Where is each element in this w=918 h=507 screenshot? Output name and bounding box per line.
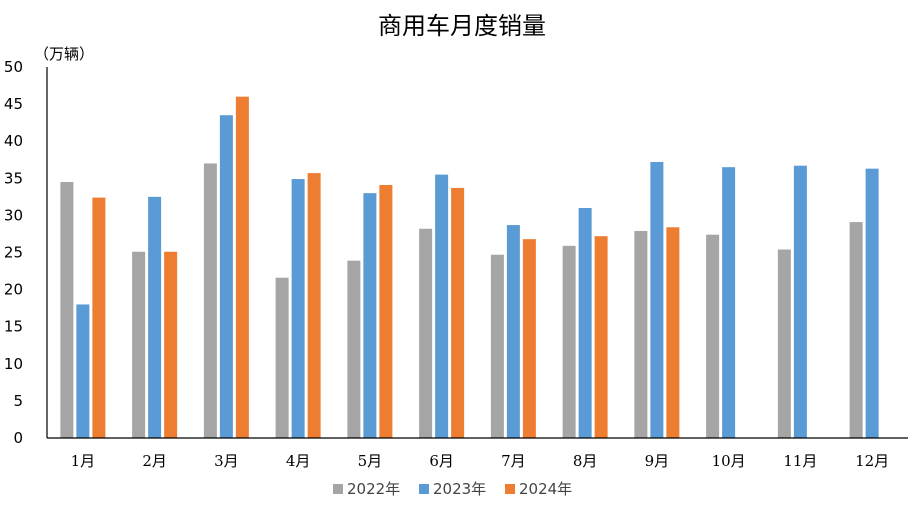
bar-2024年-2月 bbox=[164, 251, 178, 438]
bar-2023年-8月 bbox=[578, 207, 592, 438]
bar-2022年-10月 bbox=[706, 234, 720, 438]
y-axis-unit-label: （万辆） bbox=[34, 45, 94, 63]
legend: 2022年 2023年 2024年 bbox=[333, 480, 572, 498]
bar-2024年-7月 bbox=[522, 239, 536, 438]
y-tick-label: 35 bbox=[4, 169, 23, 187]
bar-2024年-1月 bbox=[92, 197, 106, 438]
bar-2023年-7月 bbox=[506, 225, 520, 438]
chart-title: 商用车月度销量 bbox=[378, 12, 546, 40]
y-tick-label: 0 bbox=[13, 429, 23, 447]
bar-2023年-2月 bbox=[148, 196, 162, 438]
y-tick-label: 10 bbox=[4, 355, 23, 373]
bar-2023年-12月 bbox=[865, 168, 879, 439]
bar-2022年-2月 bbox=[132, 251, 146, 438]
x-tick-label: 6月 bbox=[429, 452, 454, 470]
bar-2024年-5月 bbox=[379, 184, 393, 438]
bar-2023年-6月 bbox=[435, 174, 449, 438]
legend-label: 2024年 bbox=[519, 480, 572, 498]
bar-2022年-5月 bbox=[347, 260, 361, 438]
legend-swatch bbox=[505, 484, 515, 494]
y-tick-label: 25 bbox=[4, 244, 23, 262]
y-tick-label: 45 bbox=[4, 95, 23, 113]
bar-2022年-8月 bbox=[562, 245, 576, 438]
bar-series-group bbox=[60, 96, 879, 439]
y-tick-label: 20 bbox=[4, 281, 23, 299]
y-axis-ticks: 0 5 10 15 20 25 30 35 40 45 50 bbox=[4, 58, 23, 447]
bar-2023年-11月 bbox=[793, 165, 807, 438]
bar-2022年-6月 bbox=[419, 228, 433, 438]
y-tick-label: 50 bbox=[4, 58, 23, 76]
x-tick-label: 10月 bbox=[712, 452, 746, 470]
x-tick-label: 3月 bbox=[214, 452, 239, 470]
bar-2023年-1月 bbox=[76, 304, 90, 438]
y-tick-label: 15 bbox=[4, 318, 23, 336]
bar-2024年-9月 bbox=[666, 227, 680, 438]
x-tick-label: 9月 bbox=[645, 452, 670, 470]
bar-2022年-1月 bbox=[60, 182, 74, 438]
bar-2022年-11月 bbox=[777, 249, 791, 438]
bar-2024年-6月 bbox=[451, 187, 465, 438]
y-tick-label: 40 bbox=[4, 132, 23, 150]
legend-label: 2023年 bbox=[433, 480, 486, 498]
x-tick-label: 12月 bbox=[855, 452, 889, 470]
bar-2024年-3月 bbox=[235, 96, 249, 439]
x-tick-label: 11月 bbox=[783, 452, 817, 470]
bar-2024年-4月 bbox=[307, 173, 321, 438]
legend-swatch bbox=[333, 484, 343, 494]
bar-2022年-4月 bbox=[275, 277, 289, 438]
bar-2022年-7月 bbox=[490, 254, 504, 438]
bar-2023年-10月 bbox=[722, 167, 736, 439]
x-tick-label: 5月 bbox=[358, 452, 383, 470]
legend-label: 2022年 bbox=[347, 480, 400, 498]
bar-2023年-3月 bbox=[219, 115, 233, 438]
x-tick-label: 7月 bbox=[501, 452, 526, 470]
x-axis-ticks: 1月 2月 3月 4月 5月 6月 7月 8月 9月 10月 11月 12月 bbox=[71, 452, 890, 470]
bar-2022年-3月 bbox=[203, 163, 217, 438]
x-tick-label: 2月 bbox=[142, 452, 167, 470]
bar-2022年-12月 bbox=[849, 222, 863, 438]
x-tick-label: 8月 bbox=[573, 452, 598, 470]
bar-2022年-9月 bbox=[634, 230, 648, 438]
y-tick-label: 30 bbox=[4, 206, 23, 224]
bar-2023年-4月 bbox=[291, 179, 305, 439]
bar-2024年-8月 bbox=[594, 236, 608, 438]
bar-2023年-9月 bbox=[650, 161, 664, 438]
legend-swatch bbox=[419, 484, 429, 494]
y-tick-label: 5 bbox=[13, 392, 23, 410]
x-tick-label: 4月 bbox=[286, 452, 311, 470]
bar-2023年-5月 bbox=[363, 193, 377, 438]
x-tick-label: 1月 bbox=[71, 452, 96, 470]
